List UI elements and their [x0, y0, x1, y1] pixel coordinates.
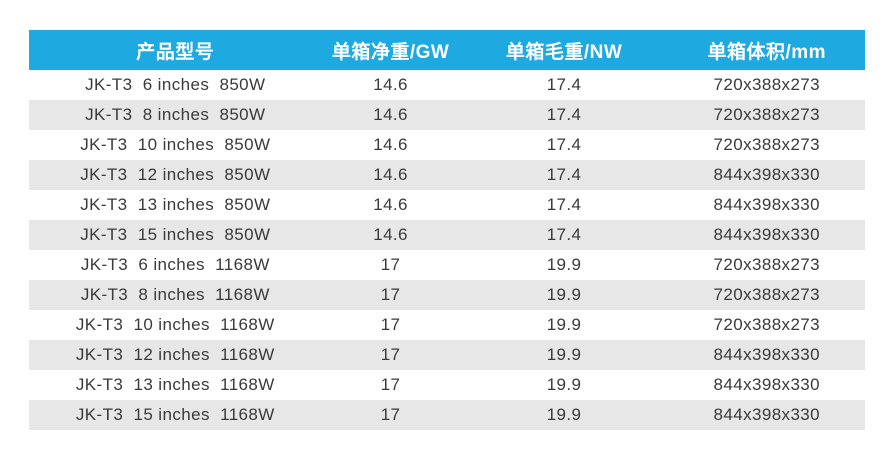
cell-gross-weight: 17.4	[546, 105, 582, 124]
cell-gross-weight: 17.4	[546, 135, 582, 154]
header-cell-volume: 单箱体积/mm	[668, 30, 865, 70]
cell-volume: 720x388x273	[713, 75, 821, 94]
cell-model: JK-T3 15 inches 1168W	[75, 405, 275, 424]
cell-net-weight: 17	[380, 345, 401, 364]
table-row: JK-T3 6 inches 1168W 17 19.9 720x388x273	[29, 250, 865, 280]
cell-net-weight: 17	[380, 375, 401, 394]
table-row: JK-T3 13 inches 1168W 17 19.9 844x398x33…	[29, 370, 865, 400]
header-cell-model: 产品型号	[29, 30, 322, 70]
cell-gross-weight: 19.9	[546, 315, 582, 334]
cell-gross-weight: 17.4	[546, 195, 582, 214]
cell-gross-weight: 19.9	[546, 255, 582, 274]
table-row: JK-T3 15 inches 1168W 17 19.9 844x398x33…	[29, 400, 865, 430]
cell-gross-weight: 19.9	[546, 285, 582, 304]
table-row: JK-T3 8 inches 1168W 17 19.9 720x388x273	[29, 280, 865, 310]
cell-volume: 720x388x273	[713, 105, 821, 124]
table-row: JK-T3 12 inches 850W 14.6 17.4 844x398x3…	[29, 160, 865, 190]
cell-volume: 720x388x273	[713, 255, 821, 274]
cell-net-weight: 17	[380, 285, 401, 304]
table-header-row: 产品型号 单箱净重/GW 单箱毛重/NW 单箱体积/mm	[29, 30, 865, 70]
cell-net-weight: 14.6	[373, 225, 408, 244]
cell-net-weight: 17	[380, 405, 401, 424]
cell-gross-weight: 19.9	[546, 345, 582, 364]
product-spec-table: 产品型号 单箱净重/GW 单箱毛重/NW 单箱体积/mm JK-T3 6 inc…	[29, 30, 865, 430]
cell-gross-weight: 19.9	[546, 405, 582, 424]
cell-model: JK-T3 6 inches 850W	[85, 75, 266, 94]
cell-net-weight: 14.6	[373, 195, 408, 214]
cell-volume: 844x398x330	[713, 195, 821, 214]
table-row: JK-T3 6 inches 850W 14.6 17.4 720x388x27…	[29, 70, 865, 100]
cell-volume: 844x398x330	[713, 375, 821, 394]
table-row: JK-T3 10 inches 1168W 17 19.9 720x388x27…	[29, 310, 865, 340]
cell-gross-weight: 17.4	[546, 225, 582, 244]
cell-volume: 844x398x330	[713, 165, 821, 184]
cell-volume: 720x388x273	[713, 285, 821, 304]
cell-model: JK-T3 13 inches 1168W	[75, 375, 275, 394]
cell-net-weight: 14.6	[373, 105, 408, 124]
cell-volume: 844x398x330	[713, 225, 821, 244]
cell-model: JK-T3 10 inches 850W	[80, 135, 271, 154]
cell-model: JK-T3 10 inches 1168W	[75, 315, 275, 334]
table-row: JK-T3 8 inches 850W 14.6 17.4 720x388x27…	[29, 100, 865, 130]
cell-net-weight: 17	[380, 315, 401, 334]
cell-gross-weight: 19.9	[546, 375, 582, 394]
header-cell-net-weight: 单箱净重/GW	[321, 30, 460, 70]
table-body: JK-T3 6 inches 850W 14.6 17.4 720x388x27…	[29, 70, 865, 430]
cell-net-weight: 14.6	[373, 75, 408, 94]
cell-net-weight: 14.6	[373, 165, 408, 184]
cell-gross-weight: 17.4	[546, 165, 582, 184]
cell-model: JK-T3 13 inches 850W	[80, 195, 271, 214]
cell-net-weight: 17	[380, 255, 401, 274]
cell-volume: 720x388x273	[713, 315, 821, 334]
table-row: JK-T3 10 inches 850W 14.6 17.4 720x388x2…	[29, 130, 865, 160]
table-row: JK-T3 12 inches 1168W 17 19.9 844x398x33…	[29, 340, 865, 370]
cell-model: JK-T3 15 inches 850W	[80, 225, 271, 244]
spec-table: 产品型号 单箱净重/GW 单箱毛重/NW 单箱体积/mm JK-T3 6 inc…	[29, 30, 865, 430]
cell-model: JK-T3 8 inches 850W	[85, 105, 266, 124]
cell-model: JK-T3 8 inches 1168W	[80, 285, 270, 304]
cell-net-weight: 14.6	[373, 135, 408, 154]
cell-model: JK-T3 12 inches 850W	[80, 165, 271, 184]
cell-model: JK-T3 6 inches 1168W	[80, 255, 270, 274]
cell-volume: 844x398x330	[713, 345, 821, 364]
cell-gross-weight: 17.4	[546, 75, 582, 94]
cell-volume: 844x398x330	[713, 405, 821, 424]
cell-volume: 720x388x273	[713, 135, 821, 154]
table-row: JK-T3 13 inches 850W 14.6 17.4 844x398x3…	[29, 190, 865, 220]
header-cell-gross-weight: 单箱毛重/NW	[459, 30, 669, 70]
cell-model: JK-T3 12 inches 1168W	[75, 345, 275, 364]
table-row: JK-T3 15 inches 850W 14.6 17.4 844x398x3…	[29, 220, 865, 250]
